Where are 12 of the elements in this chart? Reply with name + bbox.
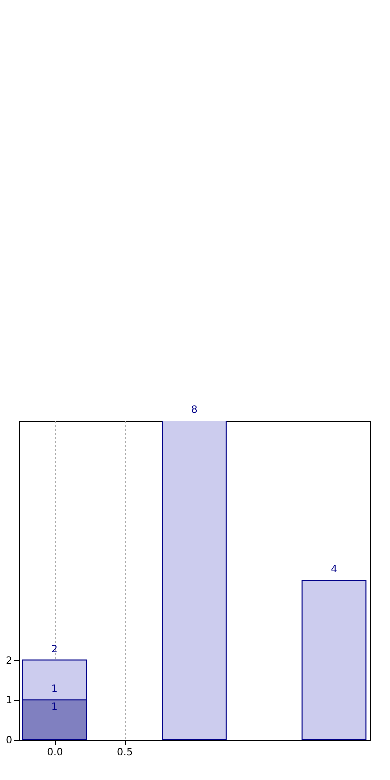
data-label: 4 — [331, 564, 338, 576]
data-label: 2 — [52, 644, 58, 656]
y-tick-label: 2 — [6, 656, 12, 667]
data-label: 8 — [191, 405, 198, 416]
x-tick-label: 0.0 — [47, 748, 64, 758]
annotation: 1 — [52, 684, 58, 696]
bar — [302, 580, 367, 740]
y-tick-label: 0 — [6, 736, 12, 746]
data-label: 1 — [52, 702, 58, 714]
y-tick-label: 1 — [6, 696, 12, 707]
x-tick-label: 0.5 — [117, 748, 134, 758]
bar — [162, 421, 227, 740]
